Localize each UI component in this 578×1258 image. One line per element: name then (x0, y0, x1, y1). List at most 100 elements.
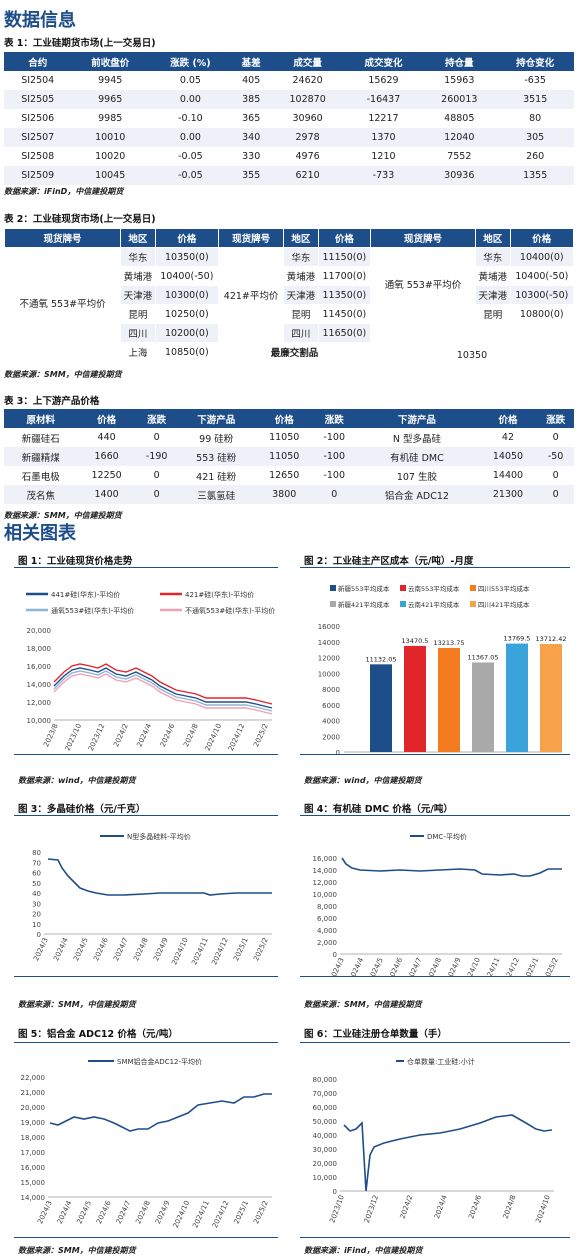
table1-header: 成交量 (270, 52, 345, 71)
y-tick-label: 70,000 (313, 1090, 338, 1098)
legend-label: N型多晶硅料-平均价 (127, 832, 191, 841)
table-cell: 421 硅粉 (196, 471, 237, 483)
series-line (343, 1114, 553, 1192)
region-cell: 黄埔港 (120, 266, 156, 286)
legend-swatch (400, 601, 406, 607)
series-line (53, 663, 273, 705)
x-tick-label: 2024/12 (211, 1199, 231, 1229)
x-tick-label: 2024/6 (159, 722, 177, 748)
table-cell: 305 (496, 128, 574, 147)
y-tick-label: 22,000 (21, 1074, 46, 1082)
y-tick-label: 60 (32, 870, 41, 878)
table-cell: 0 (153, 432, 160, 443)
y-tick-label: 8,000 (317, 903, 337, 911)
x-tick-label: 2025/2 (252, 722, 270, 748)
x-tick-label: 2024/9 (152, 936, 170, 962)
table2-source: 数据来源：SMM，中信建投期货 (4, 370, 122, 379)
y-tick-label: 50,000 (313, 1118, 338, 1126)
x-tick-label: 2024/4 (56, 1199, 74, 1225)
region-cell: 昆明 (120, 304, 156, 324)
region-cell: 黄埔港 (474, 266, 511, 286)
bar (404, 645, 426, 752)
price-cell: 11650(0) (317, 323, 372, 343)
legend-label: 仓单数量:工业硅:小计 (407, 1057, 475, 1066)
chart5-caption: 图 5：铝合金 ADC12 价格（元/吨） (18, 1029, 178, 1040)
y-tick-label: 40,000 (313, 1132, 338, 1140)
table-cell: -635 (524, 75, 546, 86)
x-tick-label: 2024/5 (367, 956, 385, 976)
table-cell: 10010 (71, 128, 150, 147)
table1-header: 成交变化 (344, 52, 423, 71)
chart4-source: 数据来源：SMM，中信建投期货 (304, 1000, 422, 1009)
table-row: 不通氧 553#平均价 华东 10350(0) 421#平均价 华东 11150(0) 通氧… (3, 247, 575, 362)
table-cell: 355 (231, 166, 271, 185)
table-row: 石墨电极 12250 0 421 硅粉 12650 -100 107 生胶 14400 0 (4, 466, 574, 485)
x-tick-label: 2024/5 (75, 1199, 93, 1225)
chart5-source: 数据来源：SMM，中信建投期货 (18, 1246, 136, 1255)
x-tick-label: 2024/4 (135, 722, 153, 748)
y-tick-label: 15,000 (21, 1179, 46, 1187)
table3-source: 数据来源：SMM，中信建投期货 (4, 511, 122, 520)
price-cell: 10400(0) (509, 247, 575, 267)
x-tick-label: 2024/7 (406, 956, 424, 976)
price-cell: 10300(0) (154, 285, 220, 305)
chart2-source: 数据来源：wind，中信建投期货 (304, 776, 422, 785)
table-row: SI2509 10045 -0.05 355 6210 -733 30936 1355 (4, 166, 574, 185)
table-cell: 0 (552, 470, 559, 481)
x-tick-label: 2024/8 (134, 1199, 152, 1225)
x-tick-label: 2024/4 (348, 956, 366, 976)
table-cell: 15629 (368, 75, 399, 86)
y-tick-label: 16,000 (21, 1164, 46, 1172)
table1-header: 合约 (4, 52, 72, 71)
x-tick-label: 2024/11 (482, 956, 502, 976)
chart4-caption: 图 4：有机硅 DMC 价格（元/吨） (304, 804, 453, 815)
x-tick-label: 2024/6 (92, 936, 110, 962)
table-cell: -100 (323, 432, 345, 443)
y-tick-label: 12000 (318, 655, 340, 663)
y-tick-label: 10,000 (27, 717, 52, 725)
bar-value-label: 13712.42 (535, 635, 566, 643)
legend-label: 四川421平均成本 (478, 600, 530, 609)
bar-value-label: 13213.75 (433, 639, 464, 647)
series-line (341, 857, 562, 877)
table3-header: 价格 (478, 409, 538, 428)
y-tick-label: 17,000 (21, 1149, 46, 1157)
y-tick-label: 0 (333, 1188, 337, 1196)
table-cell: 3515 (496, 90, 574, 109)
price-cell: 10800(0) (509, 304, 575, 324)
table-cell: 102870 (270, 90, 345, 109)
table3-header: 下游产品 (177, 409, 256, 428)
table-cell: 新疆硅石 (21, 433, 60, 445)
table-cell: 260013 (422, 90, 497, 109)
table-cell: 12217 (368, 113, 399, 124)
chart6-source: 数据来源：iFind，中信建投期货 (304, 1246, 423, 1255)
x-tick-label: 2025/1 (523, 956, 541, 976)
legend-label: DMC-平均价 (427, 832, 467, 841)
region-cell: 昆明 (474, 304, 511, 324)
table-cell: -16437 (344, 90, 423, 109)
chart5-svg: SMM铝合金ADC12-平均价 22,000 21,000 20,000 19,000 1… (21, 1057, 272, 1229)
region-cell: 上海 (120, 342, 156, 362)
table-cell: -0.05 (178, 151, 203, 162)
x-tick-label: 2024/3 (328, 956, 346, 976)
table-cell: 0 (313, 485, 356, 504)
table2-header: 地区 (283, 228, 319, 248)
table-cell: 有机硅 DMC (355, 447, 479, 466)
price-cell: 10300(-50) (509, 285, 575, 305)
table3-header: 涨跌 (537, 409, 574, 428)
x-tick-label: 2024/8 (182, 722, 200, 748)
table-cell: 11050 (255, 447, 314, 466)
table1-header: 持仓变化 (496, 52, 574, 71)
price-cell: 10350(0) (154, 247, 220, 267)
table-cell: 12040 (422, 128, 497, 147)
table-cell: 9985 (98, 113, 123, 124)
deliverable-label: 最廉交割品 (218, 342, 372, 362)
table-cell: 48805 (444, 113, 475, 124)
legend-label: 云南553平均成本 (408, 584, 460, 593)
table-cell: 0.00 (149, 90, 232, 109)
table-row: SI2507 10010 0.00 340 2978 1370 12040 305 (4, 128, 574, 147)
table-cell: 2978 (270, 128, 345, 147)
y-tick-label: 10 (32, 921, 41, 929)
deliverable-value: 10350 (370, 323, 574, 362)
x-tick-label: 2023/8 (42, 722, 60, 748)
